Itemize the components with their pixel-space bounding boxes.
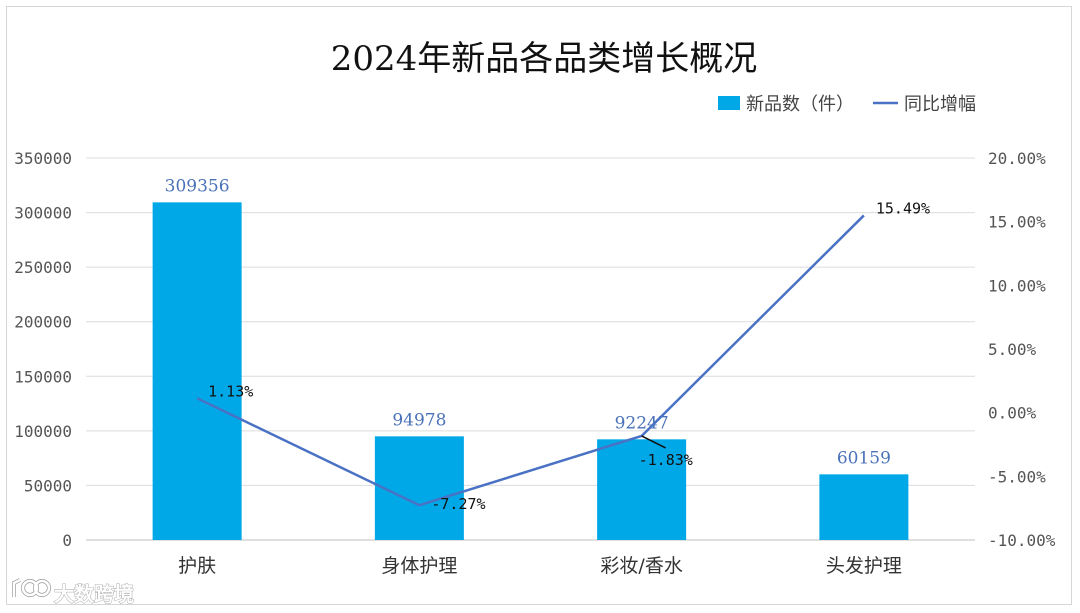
bar-series: 309356 94978 92247 60159: [152, 176, 909, 540]
chart-title: 2024年新品各品类增长概况: [331, 39, 758, 79]
watermark-text: 大数跨境: [54, 582, 134, 606]
line-value-label: 15.49%: [876, 199, 930, 217]
left-tick-label: 100000: [14, 422, 72, 441]
category-axis: 护肤 身体护理 彩妆/香水 头发护理: [178, 555, 902, 577]
watermark: 大数跨境: [12, 578, 134, 606]
legend-bar-label: 新品数（件）: [746, 94, 854, 115]
left-tick-label: 0: [62, 531, 72, 550]
bar-value-label: 94978: [392, 410, 446, 430]
right-axis: -10.00% -5.00% 0.00% 5.00% 10.00% 15.00% 20.00…: [988, 149, 1056, 550]
legend: 新品数（件） 同比增幅: [718, 94, 976, 115]
line-value-label: -1.83%: [639, 451, 693, 469]
right-tick-label: 15.00%: [988, 213, 1046, 232]
legend-line-label: 同比增幅: [904, 94, 976, 115]
left-tick-label: 50000: [24, 476, 72, 495]
right-tick-label: -5.00%: [988, 467, 1046, 486]
bar-value-label: 92247: [615, 413, 669, 433]
left-tick-label: 250000: [14, 258, 72, 277]
line-series: 1.13% -7.27% -1.83% 15.49%: [196, 199, 930, 513]
legend-bar-swatch: [718, 96, 740, 110]
category-label: 头发护理: [826, 555, 902, 577]
label-leader-line: [641, 435, 666, 449]
loop-logo-icon: [12, 578, 51, 597]
bar: [374, 436, 464, 540]
right-tick-label: 5.00%: [988, 340, 1037, 359]
line-value-label: 1.13%: [208, 382, 253, 400]
left-tick-label: 300000: [14, 204, 72, 223]
left-axis: 0 50000 100000 150000 200000 250000 300000 3500…: [14, 149, 72, 550]
line-value-label: -7.27%: [431, 495, 485, 513]
right-tick-label: 10.00%: [988, 276, 1046, 295]
right-tick-label: 0.00%: [988, 404, 1037, 423]
bar: [819, 474, 909, 540]
bar: [152, 202, 242, 540]
series-line: [196, 214, 865, 507]
right-tick-label: -10.00%: [988, 531, 1056, 550]
bar-value-label: 309356: [165, 176, 230, 196]
right-tick-label: 20.00%: [988, 149, 1046, 168]
left-tick-label: 150000: [14, 367, 72, 386]
category-label: 身体护理: [381, 555, 457, 577]
category-label: 护肤: [178, 555, 216, 577]
bar-value-label: 60159: [837, 448, 891, 468]
left-tick-label: 350000: [14, 149, 72, 168]
category-label: 彩妆/香水: [600, 555, 682, 577]
left-tick-label: 200000: [14, 313, 72, 332]
bar: [597, 439, 687, 540]
